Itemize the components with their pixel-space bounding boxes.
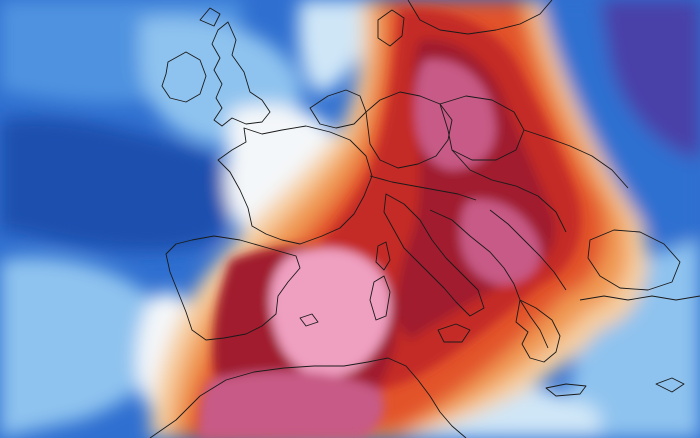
border-central-east xyxy=(451,149,567,233)
coastline-corsica xyxy=(375,241,391,271)
cold-zone-southwest xyxy=(0,257,172,438)
cold-zone-atlantic xyxy=(0,117,235,252)
hot-core-balkans xyxy=(460,199,541,285)
hot-core-pink xyxy=(269,248,391,377)
border-balkans xyxy=(489,209,567,291)
neutral-band-north xyxy=(298,0,380,95)
borders xyxy=(149,0,700,438)
cold-zone-northeast xyxy=(600,0,700,160)
border-eastern xyxy=(523,129,629,189)
coastline-denmark xyxy=(377,9,405,47)
coastline-baltic xyxy=(407,0,553,35)
coastline-black-sea xyxy=(587,229,681,291)
coastline-ireland xyxy=(161,51,207,103)
coastline-crete xyxy=(545,383,587,397)
border-poland xyxy=(439,95,525,161)
border-alps xyxy=(369,175,477,201)
coastline-sardinia xyxy=(369,275,391,321)
coastline-iberia xyxy=(165,235,301,341)
coastline-cyprus xyxy=(655,377,685,393)
border-germany xyxy=(365,91,453,169)
coastline-greece xyxy=(515,299,561,363)
coastline-france xyxy=(217,125,373,245)
coastline-turkey xyxy=(579,295,700,301)
coastline-britain xyxy=(211,21,271,127)
hot-core-magenta-north xyxy=(415,59,496,170)
coastline-balearics xyxy=(299,313,319,327)
coastline-north-africa xyxy=(149,357,467,438)
coastline-scotland-isles xyxy=(199,7,221,27)
hot-core-north-africa xyxy=(199,371,384,438)
coastline-adriatic xyxy=(429,209,549,349)
coastline-italy xyxy=(383,193,485,317)
coastline-sicily xyxy=(437,323,471,343)
